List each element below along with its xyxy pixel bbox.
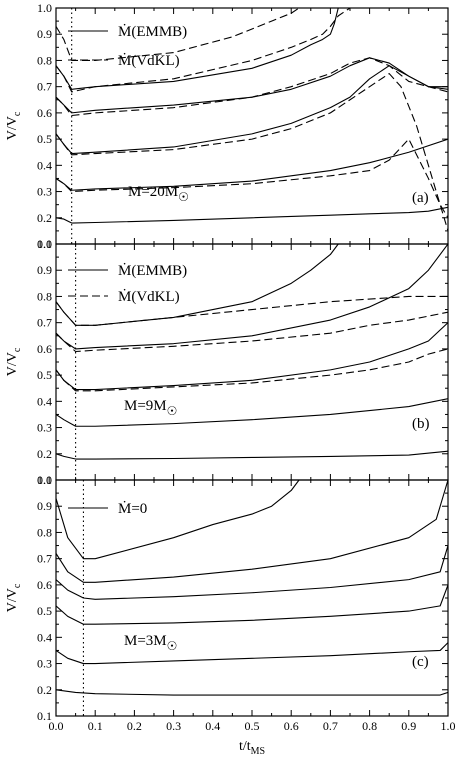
y-tick-label: 0.1 bbox=[37, 237, 52, 251]
panel-b-axis-ticks: 0.1 0.2 0.3 0.4 0.5 0.6 0.7 0.8 0.9 1.0 bbox=[37, 237, 449, 487]
series-line-solid-0 bbox=[56, 689, 448, 696]
y-axis-label: V/Vc bbox=[5, 347, 23, 376]
panel-label: (c) bbox=[412, 654, 429, 670]
mass-label: M=9M☉ bbox=[124, 398, 177, 418]
series-line-solid-1 bbox=[56, 138, 448, 191]
panel-c: 0.1 0.2 0.3 0.4 0.5 0.6 0.7 0.8 0.9 1.0 Ṁ=0 M=3M☉… bbox=[5, 473, 449, 723]
panel-label: (b) bbox=[412, 416, 430, 432]
y-tick-label: 0.9 bbox=[37, 499, 52, 513]
y-tick-label: 0.1 bbox=[37, 709, 52, 723]
series-line-solid-3 bbox=[56, 57, 448, 114]
series-line-solid-3 bbox=[56, 545, 448, 600]
x-tick-label: 0.8 bbox=[362, 719, 377, 733]
x-tick-label: 1.0 bbox=[441, 719, 456, 733]
x-tick-label: 0.5 bbox=[245, 719, 260, 733]
x-tick-label: 0.1 bbox=[88, 719, 103, 733]
mass-label: M=20M☉ bbox=[128, 184, 189, 204]
y-tick-label: 0.6 bbox=[37, 578, 52, 592]
series-line-dashed-5 bbox=[56, 138, 448, 219]
x-axis-label: t/tMS bbox=[239, 739, 265, 757]
y-axis-label: V/Vc bbox=[5, 111, 23, 140]
panel-b-frame bbox=[55, 243, 449, 481]
panel-c-series-group bbox=[56, 480, 448, 696]
panel-a-legend: Ṁ(EMMB) Ṁ(VdKL) bbox=[68, 24, 187, 69]
series-line-dashed-7 bbox=[56, 295, 448, 326]
panel-a-frame bbox=[55, 7, 449, 245]
y-tick-label: 0.3 bbox=[37, 657, 52, 671]
legend-solid-label: Ṁ(EMMB) bbox=[118, 263, 187, 279]
panel-b-series-group bbox=[56, 244, 448, 460]
series-line-solid-2 bbox=[56, 65, 448, 155]
legend-dashed-label: Ṁ(VdKL) bbox=[118, 289, 180, 305]
y-tick-label: 0.5 bbox=[37, 604, 52, 618]
y-tick-label: 0.9 bbox=[37, 263, 52, 277]
x-tick-label: 0.0 bbox=[49, 719, 64, 733]
mass-label: M=3M☉ bbox=[124, 633, 177, 653]
series-line-solid-4 bbox=[56, 8, 339, 90]
series-line-dashed-8 bbox=[56, 8, 351, 93]
series-line-solid-0 bbox=[56, 206, 448, 224]
panel-c-frame bbox=[55, 479, 449, 717]
series-line-dashed-6 bbox=[56, 311, 448, 353]
y-tick-label: 1.0 bbox=[37, 473, 52, 487]
y-tick-label: 0.7 bbox=[37, 316, 52, 330]
series-line-solid-1 bbox=[56, 642, 448, 665]
panel-a-series-group bbox=[56, 8, 448, 232]
y-tick-label: 0.2 bbox=[37, 683, 52, 697]
y-tick-label: 1.0 bbox=[37, 1, 52, 15]
x-tick-label: 0.7 bbox=[323, 719, 338, 733]
series-line-dashed-9 bbox=[56, 8, 300, 61]
panel-label: (a) bbox=[412, 190, 429, 206]
y-tick-label: 0.1 bbox=[37, 473, 52, 487]
y-tick-label: 0.8 bbox=[37, 525, 52, 539]
y-tick-label: 0.7 bbox=[37, 80, 52, 94]
y-axis-label: V/Vc bbox=[5, 583, 23, 612]
y-tick-label: 0.2 bbox=[37, 211, 52, 225]
x-tick-label: 0.4 bbox=[205, 719, 220, 733]
y-tick-label: 0.4 bbox=[37, 630, 52, 644]
panel-c-legend: Ṁ=0 bbox=[68, 501, 147, 517]
legend-dashed-label: Ṁ(VdKL) bbox=[118, 53, 180, 69]
series-line-dashed-7 bbox=[56, 57, 448, 117]
y-tick-label: 0.8 bbox=[37, 289, 52, 303]
y-tick-label: 0.6 bbox=[37, 342, 52, 356]
series-line-solid-4 bbox=[56, 480, 448, 583]
panel-b: 0.1 0.2 0.3 0.4 0.5 0.6 0.7 0.8 0.9 1.0 Ṁ(EMMB) Ṁ… bbox=[5, 237, 449, 487]
y-tick-label: 0.4 bbox=[37, 394, 52, 408]
y-tick-label: 1.0 bbox=[37, 237, 52, 251]
panel-c-axis-ticks: 0.1 0.2 0.3 0.4 0.5 0.6 0.7 0.8 0.9 1.0 bbox=[37, 473, 449, 723]
y-tick-label: 0.9 bbox=[37, 27, 52, 41]
series-line-dashed-5 bbox=[56, 348, 448, 392]
x-axis-tick-labels: 0.0 0.1 0.2 0.3 0.4 0.5 0.6 0.7 0.8 0.9 1.0 bbox=[49, 719, 456, 733]
panel-a-axis-ticks: 0.1 0.2 0.3 0.4 0.5 0.6 0.7 0.8 0.9 1.0 bbox=[37, 1, 449, 251]
y-tick-label: 0.3 bbox=[37, 185, 52, 199]
y-tick-label: 0.8 bbox=[37, 53, 52, 67]
y-tick-label: 0.6 bbox=[37, 106, 52, 120]
panel-a: 0.1 0.2 0.3 0.4 0.5 0.6 0.7 0.8 0.9 1.0 Ṁ(EMMB) Ṁ… bbox=[5, 1, 449, 251]
series-line-solid-3 bbox=[56, 244, 448, 350]
y-tick-label: 0.7 bbox=[37, 552, 52, 566]
panel-b-legend: Ṁ(EMMB) Ṁ(VdKL) bbox=[68, 263, 187, 305]
series-line-solid-5 bbox=[56, 480, 300, 560]
y-tick-label: 0.3 bbox=[37, 421, 52, 435]
y-tick-label: 0.4 bbox=[37, 158, 52, 172]
series-line-solid-2 bbox=[56, 584, 448, 625]
y-tick-label: 0.2 bbox=[37, 447, 52, 461]
legend-solid-label: Ṁ=0 bbox=[118, 501, 147, 517]
y-tick-label: 0.5 bbox=[37, 132, 52, 146]
series-line-solid-1 bbox=[56, 398, 448, 427]
y-tick-label: 0.5 bbox=[37, 368, 52, 382]
series-line-solid-4 bbox=[56, 244, 339, 326]
series-line-solid-2 bbox=[56, 322, 448, 391]
x-tick-label: 0.6 bbox=[284, 719, 299, 733]
x-tick-label: 0.3 bbox=[166, 719, 181, 733]
legend-solid-label: Ṁ(EMMB) bbox=[118, 24, 187, 40]
series-line-dashed-6 bbox=[56, 73, 448, 232]
series-line-solid-0 bbox=[56, 450, 448, 460]
x-tick-label: 0.9 bbox=[401, 719, 416, 733]
x-tick-label: 0.2 bbox=[127, 719, 142, 733]
